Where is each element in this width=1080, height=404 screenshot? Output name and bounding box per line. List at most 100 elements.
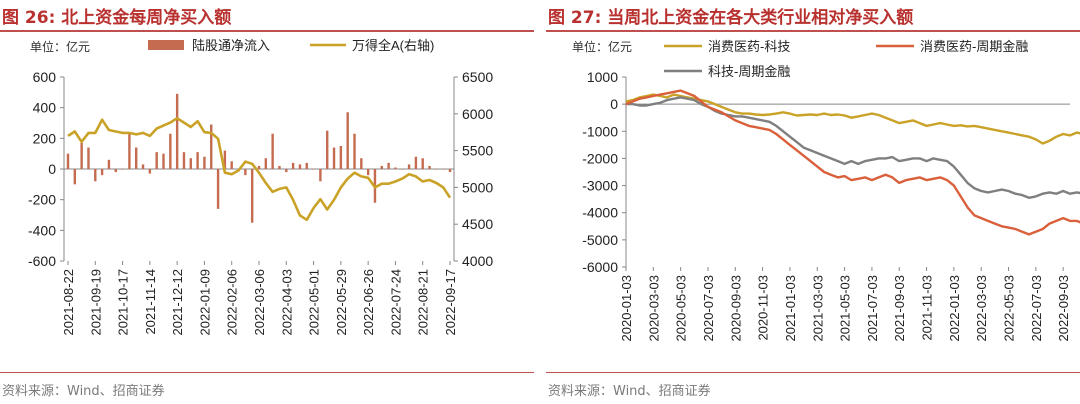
x-tick-label: 2022-09-17 [443, 269, 458, 336]
x-tick-label: 2022-05-03 [1002, 275, 1017, 342]
net-inflow-bar [66, 153, 70, 169]
right-source-bar: 资料来源：Wind、招商证券 [546, 372, 1080, 404]
net-inflow-bar [114, 169, 117, 173]
net-inflow-bar [353, 133, 356, 169]
net-inflow-bar [80, 142, 83, 169]
net-inflow-bar [421, 158, 424, 169]
x-tick-label: 2021-07-03 [865, 275, 880, 342]
legend-bar-swatch [148, 40, 184, 50]
y-right-tick-label: 4000 [462, 253, 493, 269]
x-tick-label: 2022-07-24 [388, 269, 403, 336]
x-tick-label: 2022-06-26 [361, 269, 376, 336]
net-inflow-bar [435, 169, 438, 170]
net-inflow-bar [244, 169, 247, 176]
net-inflow-bar [135, 147, 138, 169]
x-tick-label: 2020-03-03 [646, 275, 661, 342]
net-inflow-bar [278, 165, 281, 169]
net-inflow-bar [312, 169, 315, 170]
net-inflow-bar [87, 147, 90, 169]
net-inflow-bar [326, 130, 329, 169]
x-tick-label: 2021-10-17 [116, 269, 131, 336]
y-left-tick-label: -200 [28, 192, 56, 208]
x-tick-label: 2021-11-03 [920, 275, 935, 341]
series-line-consumer-tech [625, 93, 1080, 145]
net-inflow-bar [100, 169, 104, 176]
x-tick-label: 2022-01-09 [197, 269, 212, 336]
x-tick-label: 2022-05-01 [307, 269, 322, 336]
net-inflow-bar [414, 156, 418, 169]
right-figure-title: 图 27: 当周北上资金在各大类行业相对净买入额 [548, 8, 914, 28]
net-inflow-bar [380, 165, 383, 169]
legend-label-consumer-cyclical: 消费医药-周期金融 [920, 39, 1028, 54]
left-figure-title-bar: 图 26: 北上资金每周净买入额 [0, 0, 534, 32]
net-inflow-bar [319, 169, 322, 182]
x-tick-label: 2021-09-19 [88, 269, 103, 336]
left-source-note: 资料来源：Wind、招商证券 [2, 384, 165, 399]
net-inflow-bar [148, 169, 152, 174]
legend-bar-label: 陆股通净流入 [192, 38, 270, 53]
x-tick-label: 2021-08-22 [61, 269, 76, 336]
net-inflow-bar [189, 158, 192, 169]
right-figure-panel: 图 27: 当周北上资金在各大类行业相对净买入额 单位：亿元 消费医药-科技 消费医… [546, 0, 1080, 403]
net-inflow-bar [216, 169, 220, 209]
net-inflow-bar [401, 169, 404, 170]
net-inflow-bar [250, 169, 254, 223]
net-inflow-bar [264, 158, 268, 169]
left-source-bar: 资料来源：Wind、招商证券 [0, 372, 534, 404]
x-tick-label: 2022-08-21 [416, 269, 431, 336]
net-inflow-bar [141, 164, 145, 169]
y-left-tick-label: -600 [28, 253, 56, 269]
x-tick-label: 2022-03-06 [252, 269, 267, 336]
y-left-tick-label: 0 [48, 161, 56, 177]
y-left-tick-label: -400 [28, 222, 56, 238]
net-inflow-bar [448, 169, 452, 173]
net-inflow-bar [305, 162, 308, 169]
net-inflow-bar [271, 133, 274, 169]
x-tick-label: 2021-12-12 [170, 269, 185, 336]
net-inflow-bar [332, 147, 336, 169]
series-line-consumer-cyclical [625, 89, 1080, 236]
x-tick-label: 2022-04-03 [279, 269, 294, 336]
y-tick-label: -1000 [582, 123, 618, 139]
y-right-tick-label: 5000 [462, 179, 493, 195]
left-figure-panel: 图 26: 北上资金每周净买入额 单位：亿元 陆股通净流入 万得全A(右轴) 600 4… [0, 0, 534, 403]
net-inflow-bar [162, 153, 165, 169]
y-tick-label: -2000 [582, 150, 618, 166]
net-inflow-bar [107, 159, 111, 169]
net-inflow-bar [285, 169, 288, 173]
net-inflow-bar [223, 150, 227, 169]
x-tick-label: 2020-01-03 [619, 275, 634, 342]
x-tick-label: 2022-03-03 [974, 275, 989, 342]
net-inflow-bar [346, 112, 349, 169]
y-tick-label: -5000 [582, 232, 618, 248]
x-tick-label: 2021-09-03 [892, 275, 907, 342]
net-inflow-bar [257, 165, 261, 169]
x-tick-label: 2020-11-03 [756, 275, 771, 341]
net-inflow-bar [196, 152, 199, 169]
y-left-tick-label: 600 [33, 69, 57, 85]
net-inflow-bar [387, 162, 390, 169]
net-inflow-bar [230, 161, 233, 169]
x-tick-label: 2022-05-29 [334, 269, 349, 336]
net-inflow-bar [203, 156, 206, 169]
right-figure-title-bar: 图 27: 当周北上资金在各大类行业相对净买入额 [546, 0, 1080, 32]
x-tick-label: 2021-11-14 [143, 269, 158, 335]
y-tick-label: 1000 [587, 69, 618, 85]
y-tick-label: 0 [610, 96, 618, 112]
legend-line-label: 万得全A(右轴) [352, 38, 434, 53]
net-inflow-bar [175, 93, 179, 169]
legend-label-tech-cyclical: 科技-周期金融 [708, 64, 790, 79]
x-tick-label: 2020-09-03 [728, 275, 743, 342]
legend-label-consumer-tech: 消费医药-科技 [708, 39, 790, 54]
net-inflow-bar [155, 152, 158, 169]
net-inflow-bar [94, 169, 97, 182]
x-tick-label: 2020-05-03 [674, 275, 689, 342]
net-inflow-bar [169, 133, 172, 169]
y-left-tick-label: 400 [33, 100, 57, 116]
y-right-tick-label: 5500 [462, 143, 493, 159]
x-tick-label: 2021-03-03 [810, 275, 825, 342]
x-tick-label: 2022-07-03 [1029, 275, 1044, 342]
y-tick-label: -6000 [582, 259, 618, 275]
y-right-tick-label: 6500 [462, 69, 493, 85]
